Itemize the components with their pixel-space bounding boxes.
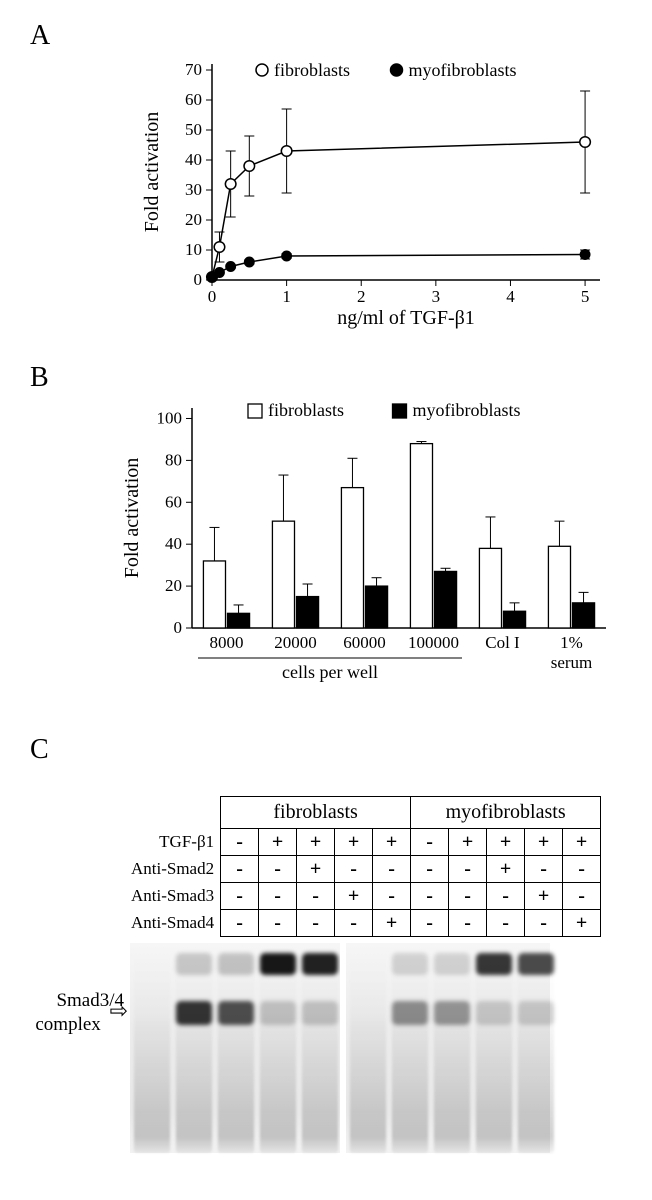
svg-text:60: 60 <box>185 90 202 109</box>
table-cell: - <box>449 883 487 910</box>
table-cell: + <box>563 910 601 937</box>
svg-text:20000: 20000 <box>274 633 317 652</box>
table-cell: - <box>221 883 259 910</box>
table-cell: - <box>525 856 563 883</box>
svg-text:100: 100 <box>157 408 183 427</box>
table-row-label: Anti-Smad4 <box>130 910 221 937</box>
svg-text:ng/ml of TGF-β1: ng/ml of TGF-β1 <box>337 307 475 329</box>
svg-text:3: 3 <box>432 287 441 306</box>
table-cell: - <box>221 910 259 937</box>
svg-text:100000: 100000 <box>408 633 459 652</box>
table-cell: - <box>411 910 449 937</box>
table-cell: - <box>297 883 335 910</box>
table-cell: + <box>449 829 487 856</box>
svg-text:0: 0 <box>194 270 203 289</box>
table-cell: + <box>335 883 373 910</box>
svg-text:5: 5 <box>581 287 590 306</box>
table-cell: - <box>411 829 449 856</box>
table-cell: - <box>449 856 487 883</box>
table-cell: - <box>525 910 563 937</box>
panel-b-chart: 0 20 40 60 80 100 Fold activation fibroblasts my… <box>120 394 620 704</box>
emsa-gel: Smad3/4 complex ⇨ <box>130 943 550 1153</box>
table-cell: - <box>221 829 259 856</box>
table-cell: - <box>411 856 449 883</box>
table-cell: - <box>487 910 525 937</box>
svg-text:40: 40 <box>185 150 202 169</box>
svg-text:0: 0 <box>208 287 217 306</box>
panel-a-label: A <box>30 20 622 52</box>
svg-text:0: 0 <box>174 618 183 637</box>
svg-text:1%: 1% <box>560 633 583 652</box>
table-cell: - <box>449 910 487 937</box>
svg-text:4: 4 <box>506 287 515 306</box>
panel-a-chart: 0 10 20 30 40 50 60 70 0 1 2 3 4 5 Fold activation ng/m… <box>140 52 620 332</box>
table-cell: + <box>297 829 335 856</box>
svg-text:serum: serum <box>551 653 593 672</box>
table-row-label: Anti-Smad2 <box>130 856 221 883</box>
svg-text:myofibroblasts: myofibroblasts <box>413 400 521 420</box>
table-cell: - <box>373 883 411 910</box>
table-cell: + <box>525 883 563 910</box>
table-cell: - <box>259 883 297 910</box>
table-cell: - <box>487 883 525 910</box>
table-cell: + <box>297 856 335 883</box>
svg-text:60000: 60000 <box>343 633 386 652</box>
table-cell: + <box>487 829 525 856</box>
svg-text:20: 20 <box>165 576 182 595</box>
svg-text:8000: 8000 <box>210 633 244 652</box>
svg-text:fibroblasts: fibroblasts <box>268 400 344 420</box>
svg-text:Col I: Col I <box>485 633 520 652</box>
table-header-myofibroblasts: myofibroblasts <box>411 797 601 829</box>
table-row-label: TGF-β1 <box>130 829 221 856</box>
emsa-condition-table: fibroblasts myofibroblasts TGF-β1-++++-+… <box>130 796 601 937</box>
svg-text:Fold activation: Fold activation <box>121 458 143 579</box>
table-header-fibroblasts: fibroblasts <box>221 797 411 829</box>
svg-text:myofibroblasts: myofibroblasts <box>409 60 517 80</box>
table-cell: - <box>259 910 297 937</box>
svg-text:40: 40 <box>165 534 182 553</box>
table-cell: + <box>563 829 601 856</box>
table-cell: - <box>335 856 373 883</box>
svg-text:50: 50 <box>185 120 202 139</box>
svg-text:fibroblasts: fibroblasts <box>274 60 350 80</box>
arrow-icon: ⇨ <box>110 998 128 1023</box>
svg-text:cells per well: cells per well <box>282 662 378 682</box>
table-cell: - <box>335 910 373 937</box>
table-row-label: Anti-Smad3 <box>130 883 221 910</box>
svg-text:2: 2 <box>357 287 366 306</box>
table-cell: - <box>563 883 601 910</box>
svg-text:10: 10 <box>185 240 202 259</box>
table-cell: - <box>411 883 449 910</box>
panel-c-label: C <box>30 734 622 766</box>
table-cell: - <box>259 856 297 883</box>
table-cell: - <box>373 856 411 883</box>
svg-text:20: 20 <box>185 210 202 229</box>
table-cell: + <box>525 829 563 856</box>
table-cell: + <box>487 856 525 883</box>
table-cell: + <box>259 829 297 856</box>
svg-text:30: 30 <box>185 180 202 199</box>
svg-text:70: 70 <box>185 60 202 79</box>
table-cell: - <box>297 910 335 937</box>
smad-complex-label: Smad3/4 complex ⇨ <box>30 991 124 1035</box>
svg-text:80: 80 <box>165 450 182 469</box>
table-cell: + <box>373 829 411 856</box>
panel-b-label: B <box>30 362 622 394</box>
svg-text:1: 1 <box>282 287 291 306</box>
table-cell: + <box>335 829 373 856</box>
table-cell: - <box>563 856 601 883</box>
table-cell: - <box>221 856 259 883</box>
svg-text:Fold activation: Fold activation <box>141 112 163 233</box>
table-cell: + <box>373 910 411 937</box>
svg-text:60: 60 <box>165 492 182 511</box>
